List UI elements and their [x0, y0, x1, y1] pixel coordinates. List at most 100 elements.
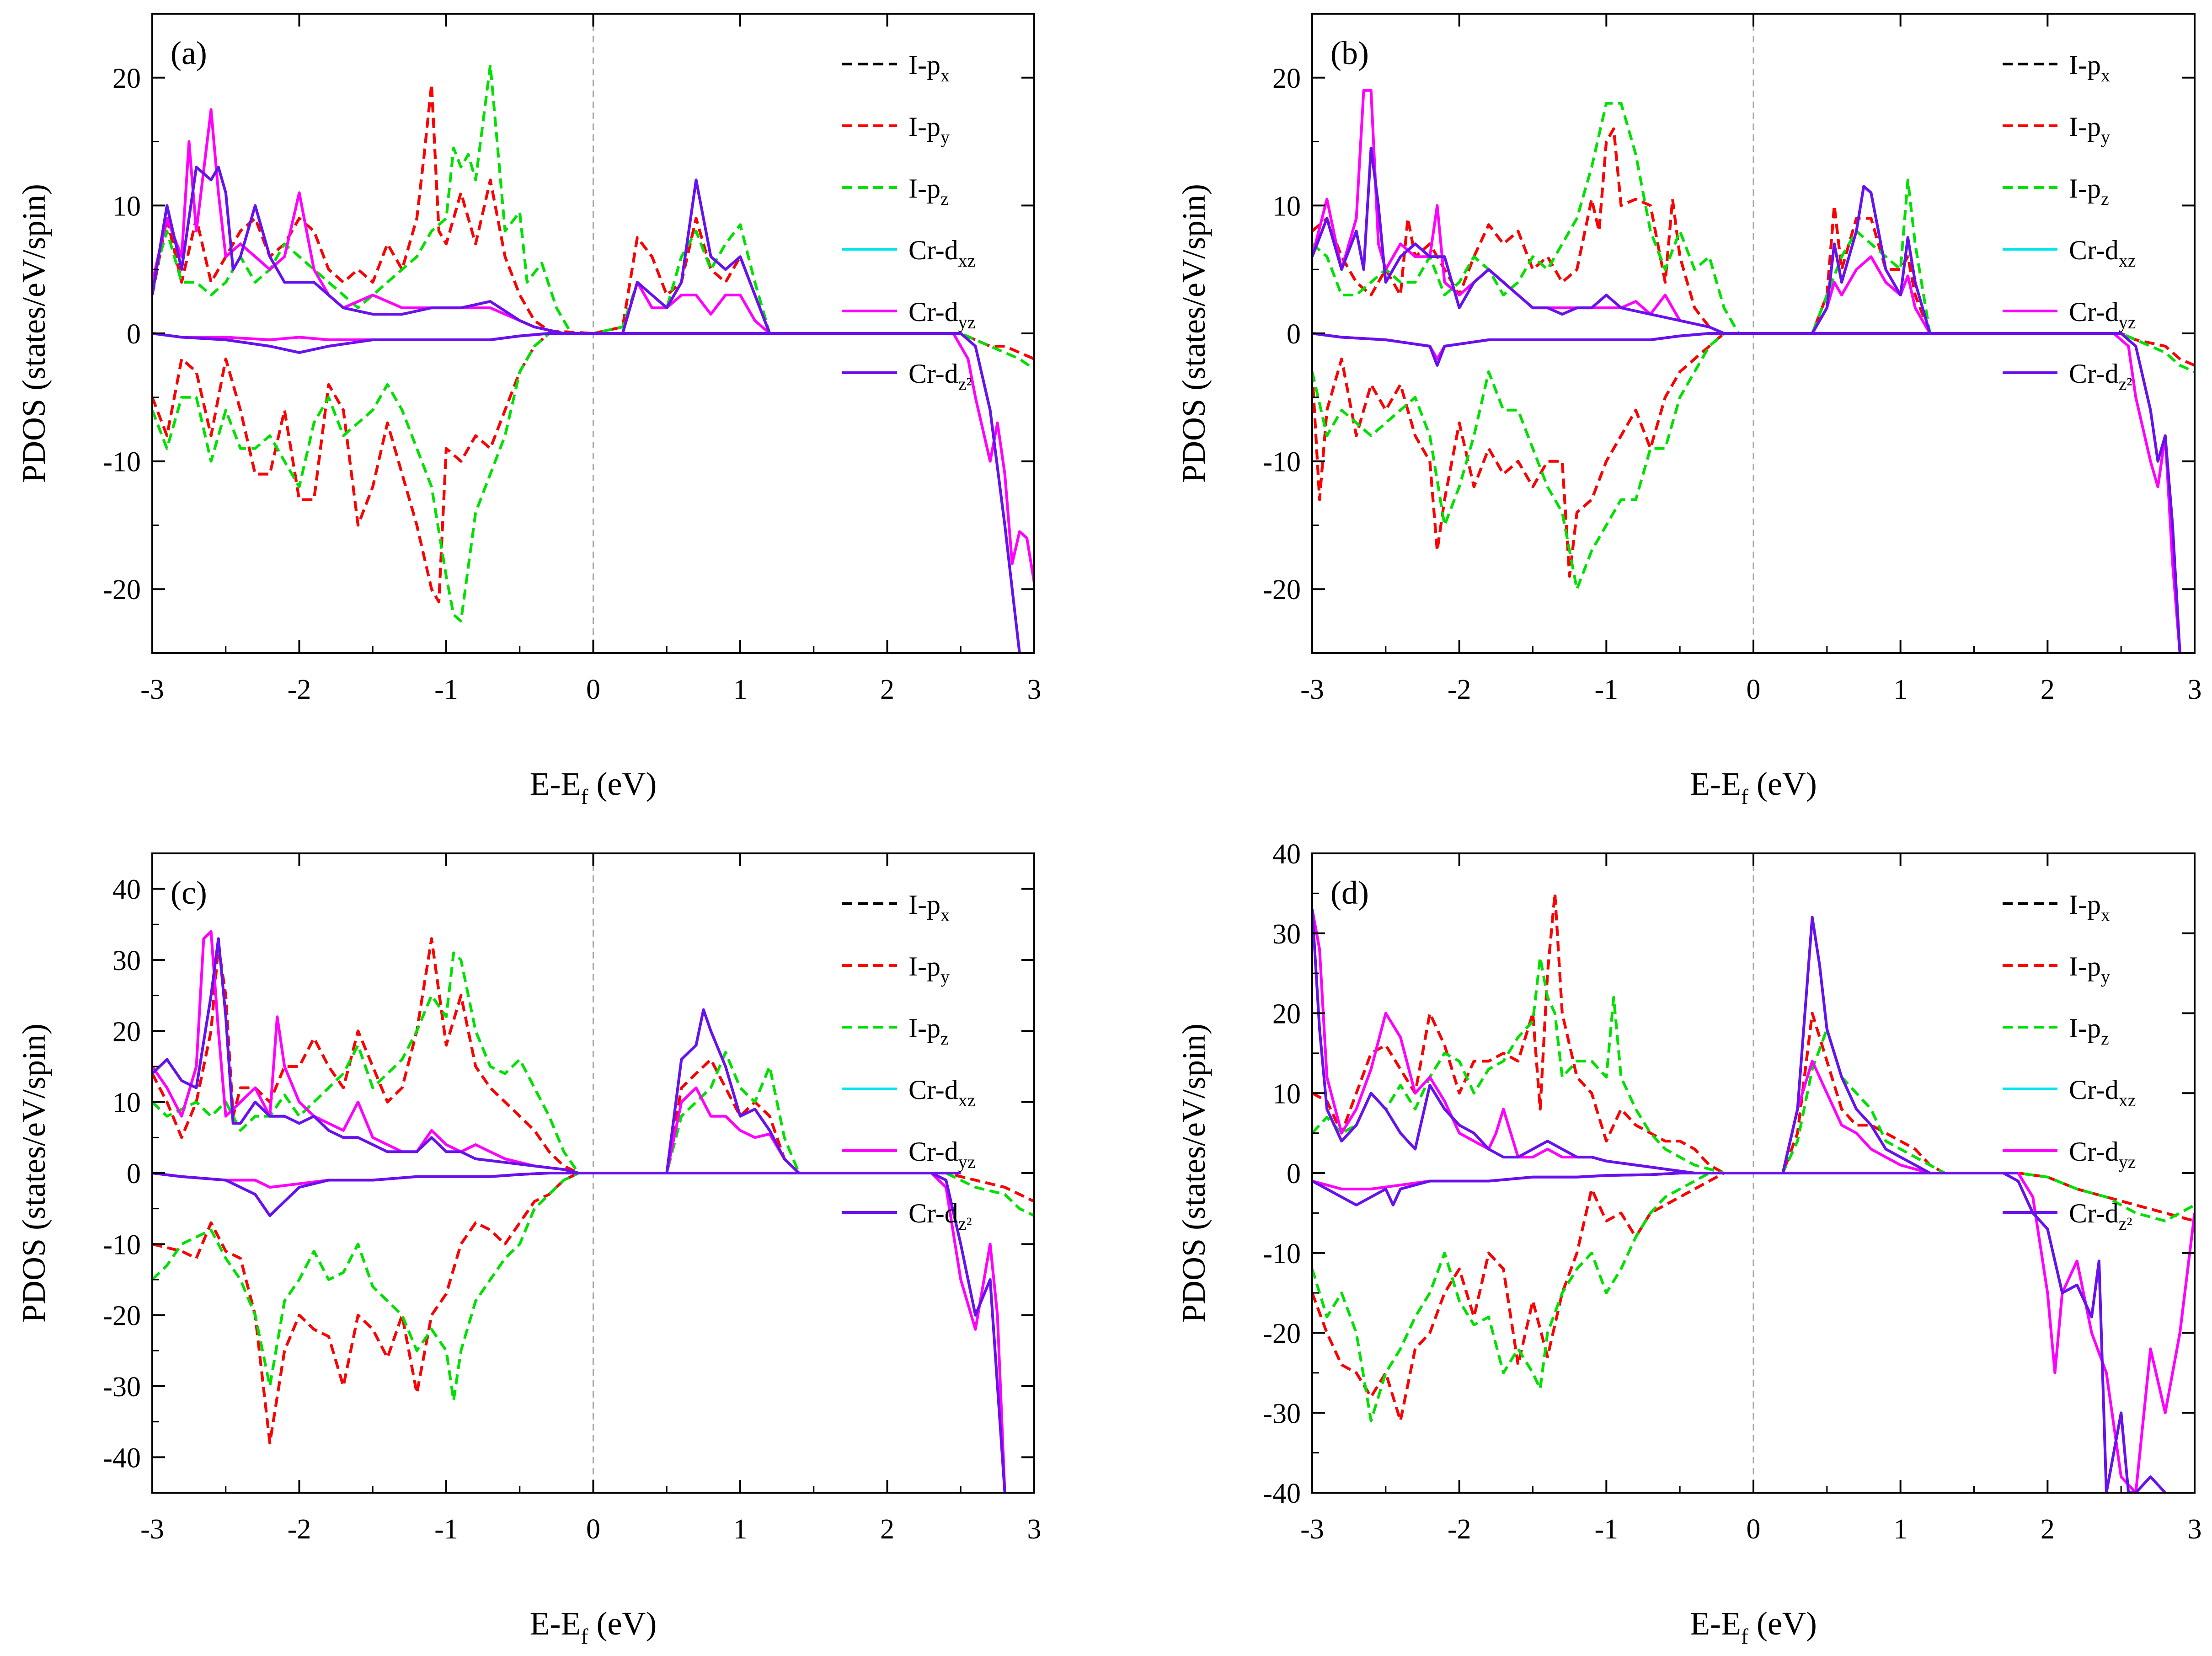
x-tick-label: 2 [880, 1514, 894, 1545]
legend-entry-sub: yz [958, 312, 976, 332]
legend-entry: I-pz [2069, 173, 2109, 209]
legend-entry-sub: z² [958, 1213, 972, 1234]
x-axis-label-main: E-E [530, 766, 581, 802]
legend-entry-name: I-p [908, 173, 940, 204]
series-line-crdxz-down [1312, 332, 2181, 653]
legend-entry: Cr-dyz [908, 1136, 976, 1172]
y-tick-label: -20 [1263, 574, 1301, 606]
y-tick-label: -20 [103, 1301, 141, 1332]
legend-entry: Cr-dxz [908, 1075, 976, 1110]
legend-entry-name: Cr-d [908, 297, 958, 327]
legend-entry-sub: y [2101, 966, 2110, 987]
series-line-ipx-up [152, 82, 961, 335]
legend-entry-sub: x [2101, 905, 2110, 925]
x-tick-label: 1 [1893, 674, 1907, 705]
series-line-ipz-down [1312, 332, 2195, 591]
x-axis-label-unit: (eV) [588, 766, 657, 802]
series-line-crdyz-up [152, 108, 961, 335]
series-line-ipz-down [152, 1172, 1034, 1402]
legend-entry-name: Cr-d [2069, 1075, 2119, 1105]
legend-entry-name: Cr-d [908, 1198, 958, 1228]
y-tick-label: -30 [1263, 1398, 1301, 1429]
legend-entry: I-px [2069, 50, 2110, 86]
legend-entry: Cr-dxz [2069, 235, 2136, 271]
legend-entry: Cr-dz² [908, 1198, 972, 1234]
x-tick-label: 0 [586, 674, 600, 705]
legend-entry-name: I-p [2069, 112, 2101, 142]
x-axis-label-unit: (eV) [1748, 766, 1817, 802]
legend-entry-name: Cr-d [908, 235, 958, 265]
x-tick-label: -3 [140, 674, 164, 705]
legend-entry-name: I-p [908, 50, 940, 80]
series-line-crdyz-up [1312, 909, 2018, 1174]
legend-entry-sub: z [2101, 188, 2109, 209]
legend-entry-sub: x [940, 905, 950, 925]
x-axis-label: E-Ef (eV) [530, 1605, 657, 1649]
legend-entry: I-py [2069, 951, 2110, 987]
x-axis-label: E-Ef (eV) [1690, 1605, 1817, 1649]
series-line-crdyz-up [1312, 89, 2121, 335]
series-line-crdz-up [152, 937, 961, 1174]
x-axis-label-sub: f [581, 1624, 588, 1649]
legend-entry-name: I-p [908, 1013, 940, 1043]
legend-entry-sub: xz [958, 250, 976, 271]
y-tick-label: -20 [1263, 1318, 1301, 1350]
legend-entry-name: Cr-d [908, 1075, 958, 1105]
y-axis-label: PDOS (states/eV/spin) [16, 184, 52, 483]
y-tick-label: 10 [1272, 1078, 1301, 1109]
y-axis-label: PDOS (states/eV/spin) [1175, 1024, 1212, 1323]
y-tick-label: 0 [1287, 319, 1301, 350]
x-axis-label: E-Ef (eV) [1690, 766, 1817, 809]
y-axis-label: PDOS (states/eV/spin) [16, 1024, 52, 1323]
series-line-crdz-down [1312, 1172, 2166, 1493]
legend-entry: Cr-dyz [2069, 297, 2136, 332]
panel-label: (c) [171, 874, 207, 911]
legend-entry-sub: yz [958, 1152, 976, 1172]
y-tick-label: 10 [112, 1088, 141, 1119]
y-tick-label: -10 [103, 1229, 141, 1260]
legend-entry-sub: z [940, 188, 949, 209]
legend-entry-sub: xz [958, 1090, 976, 1110]
x-tick-label: 0 [586, 1514, 600, 1545]
x-axis-label: E-Ef (eV) [530, 766, 657, 809]
x-axis-label-unit: (eV) [588, 1605, 657, 1642]
y-tick-label: -20 [103, 574, 141, 606]
legend-entry-sub: z [2101, 1028, 2109, 1049]
series-line-ipz-down [152, 332, 1034, 623]
x-axis-label-main: E-E [1690, 1605, 1741, 1642]
series-line-crdz-up [1312, 146, 2121, 335]
y-tick-label: -10 [103, 447, 141, 478]
legend-entry: I-px [908, 50, 950, 86]
panel-label: (d) [1330, 874, 1369, 911]
series-line-ipz-up [152, 951, 961, 1174]
legend-entry-sub: z [940, 1028, 949, 1049]
y-tick-label: 20 [112, 1016, 141, 1047]
series-group [1312, 892, 2195, 1493]
y-tick-label: 30 [112, 945, 141, 976]
series-line-crdz-down [152, 332, 1021, 653]
x-tick-label: 3 [1027, 674, 1042, 705]
x-tick-label: 3 [2188, 1514, 2202, 1545]
y-tick-label: 20 [1272, 999, 1301, 1030]
legend-entry: I-px [2069, 890, 2110, 925]
series-line-ipy-up [152, 82, 961, 335]
y-tick-label: 30 [1272, 919, 1301, 950]
legend-entry-sub: z² [958, 374, 972, 394]
x-tick-label: -1 [1595, 1514, 1619, 1545]
panel-label: (b) [1330, 35, 1369, 71]
legend-entry-name: Cr-d [2069, 235, 2119, 265]
x-tick-label: 1 [733, 674, 748, 705]
x-tick-label: -2 [1448, 1514, 1471, 1545]
y-tick-label: -40 [103, 1442, 141, 1474]
x-axis-label-main: E-E [530, 1605, 581, 1642]
legend-entry: I-pz [908, 173, 949, 209]
legend-entry-sub: z² [2119, 1213, 2132, 1234]
series-line-crdxz-down [152, 332, 1021, 653]
legend-entry-name: I-p [2069, 951, 2101, 981]
